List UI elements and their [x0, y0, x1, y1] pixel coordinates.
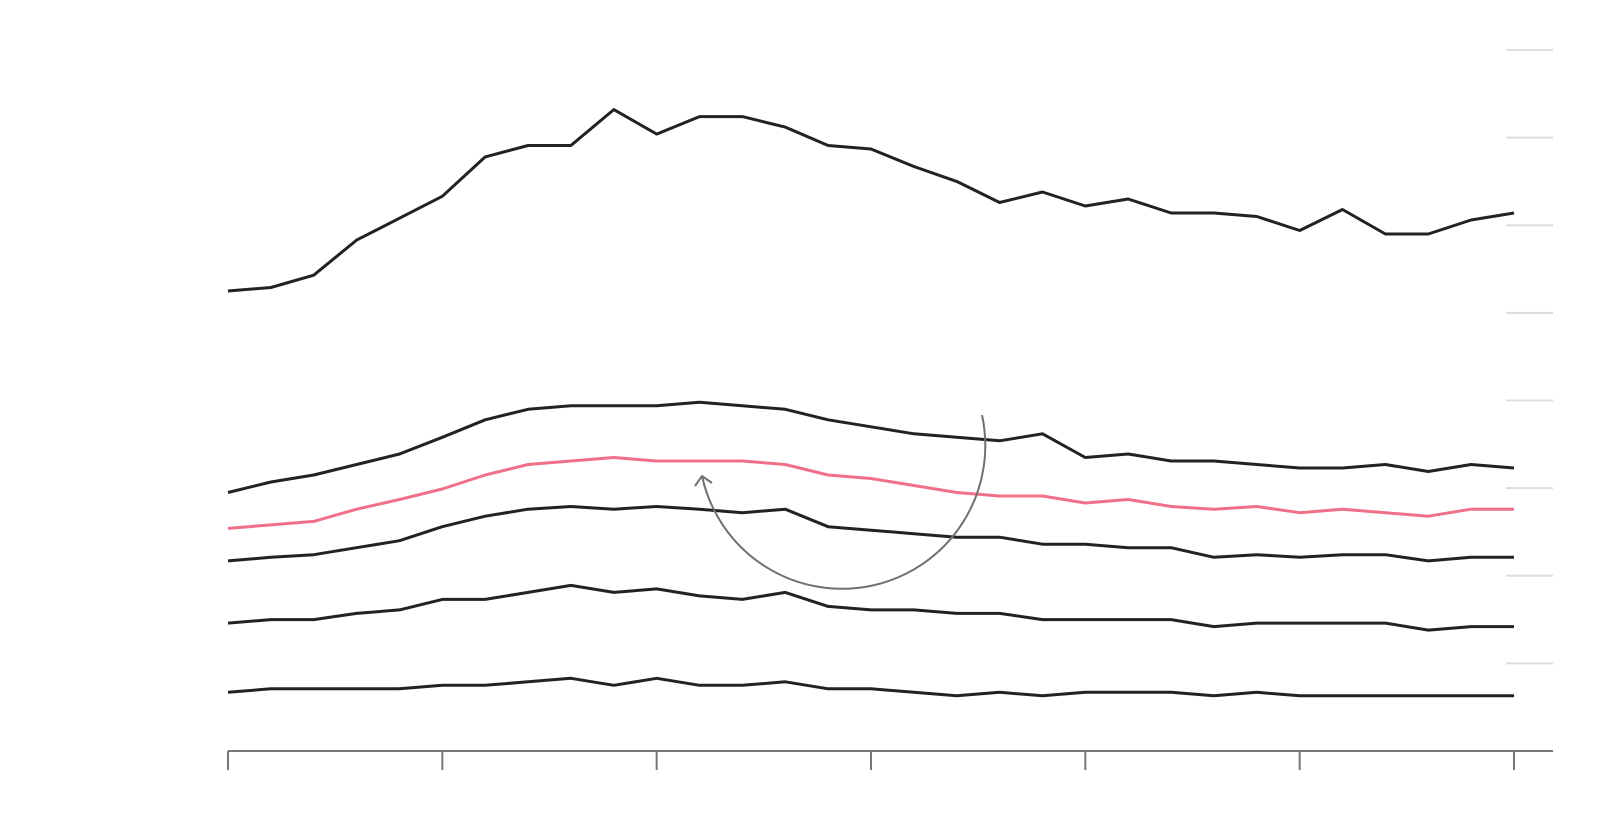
x-axis	[227, 750, 1553, 770]
annotation-arrow	[701, 414, 987, 590]
series-lines	[227, 108, 1515, 698]
series-line-3	[227, 505, 1514, 563]
gridlines	[1506, 49, 1553, 665]
series-line-1	[227, 400, 1515, 494]
series-line-4	[227, 583, 1514, 632]
series-line-0	[227, 108, 1515, 293]
annotation-arrowhead-icon	[694, 474, 713, 487]
series-line-5	[227, 676, 1514, 698]
series-line-highlight	[227, 456, 1514, 530]
